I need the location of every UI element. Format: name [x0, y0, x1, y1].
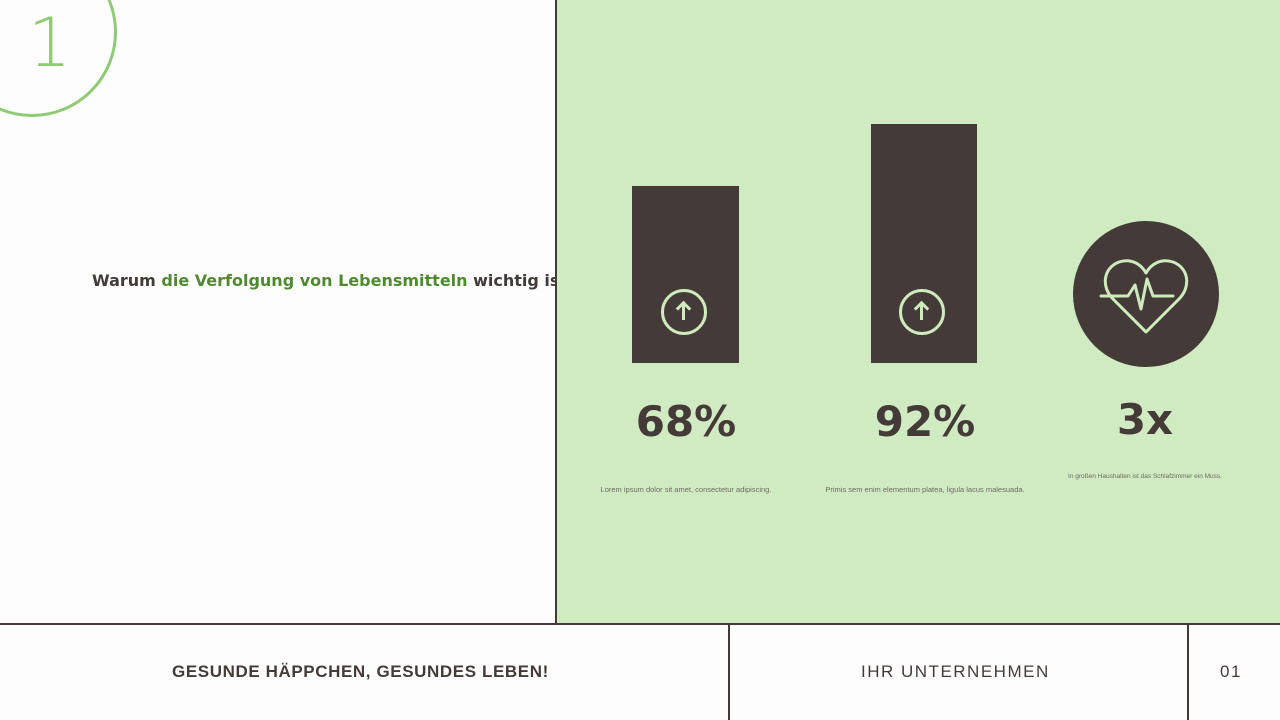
heading-part-2: wichtig ist: [473, 271, 555, 290]
arrow-up-circle-icon: [661, 289, 707, 335]
stat-description-3: In großen Haushalten ist das Schlafzimme…: [1068, 473, 1222, 480]
slide-heading: Warum die Verfolgung von Lebensmitteln w…: [92, 271, 555, 290]
page-number: 01: [1220, 662, 1242, 681]
footer-divider: [0, 623, 1280, 625]
stat-value-3: 3x: [1116, 395, 1174, 444]
heading-part-1: Warum: [92, 271, 162, 290]
arrow-up-circle-icon: [899, 289, 945, 335]
left-panel: 1 Warum die Verfolgung von Lebensmitteln…: [0, 0, 555, 623]
stat-bar-1: [632, 186, 739, 363]
heart-pulse-badge: [1073, 221, 1219, 367]
heading-accent: die Verfolgung von Lebensmitteln: [161, 271, 468, 290]
stat-value-2: 92%: [874, 397, 976, 446]
heart-pulse-icon: [1099, 259, 1189, 334]
slide-number: 1: [28, 4, 72, 83]
footer-tagline: GESUNDE HÄPPCHEN, GESUNDES LEBEN!: [172, 662, 549, 681]
footer-separator-1: [728, 625, 730, 720]
stat-description-1: Lorem ipsum dolor sit amet, consectetur …: [600, 485, 772, 494]
stat-description-2: Primis sem enim elementum platea, ligula…: [825, 485, 1025, 494]
footer-company: IHR UNTERNEHMEN: [861, 662, 1050, 681]
stat-value-1: 68%: [635, 397, 737, 446]
footer-separator-2: [1187, 625, 1189, 720]
vertical-divider: [555, 0, 557, 623]
